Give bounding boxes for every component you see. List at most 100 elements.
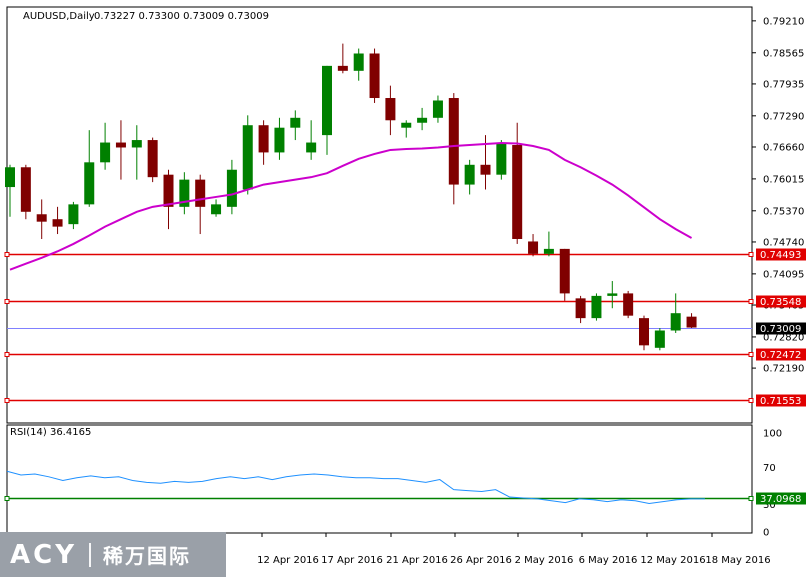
bear-candle: [559, 248, 570, 294]
bull-candle: [670, 313, 681, 331]
bear-candle: [195, 179, 206, 207]
bull-candle: [322, 65, 332, 136]
rsi-level-handle-right: [748, 496, 754, 501]
rsi-label: RSI(14) 36.4165: [10, 427, 92, 438]
bear-candle: [385, 98, 396, 121]
bull-candle: [84, 162, 95, 205]
bear-candle: [528, 241, 539, 254]
y-tick-label: 0.72190: [763, 364, 804, 375]
rsi-axis-label: 30: [763, 500, 776, 511]
bull-candle: [290, 117, 301, 128]
bear-candle: [147, 140, 158, 178]
x-tick-label: 12 May 2016: [640, 555, 705, 566]
bear-candle: [337, 65, 348, 71]
ohlc-readout: 0.73227 0.73300 0.73009 0.73009: [94, 11, 269, 22]
level-handle-left: [4, 398, 10, 403]
y-tick-label: 0.74740: [763, 237, 804, 248]
bear-candle: [163, 174, 174, 207]
bull-candle: [432, 100, 443, 118]
level-price-label: 0.74493: [760, 250, 801, 261]
level-price-tag: [756, 295, 806, 308]
brand-logo: ACY 稀万国际: [0, 532, 226, 577]
bull-candle: [417, 117, 428, 123]
bull-candle: [211, 204, 222, 215]
bull-candle: [5, 167, 15, 188]
bear-candle: [512, 145, 523, 239]
y-tick-label: 0.76660: [763, 142, 804, 153]
bull-candle: [591, 295, 602, 319]
bear-candle: [36, 214, 47, 222]
bear-candle: [52, 219, 63, 227]
bull-candle: [226, 169, 237, 207]
bull-candle: [131, 140, 142, 148]
y-tick-label: 0.74095: [763, 269, 804, 280]
level-price-label: 0.72472: [760, 350, 801, 361]
current-price-label: 0.73009: [760, 324, 801, 335]
rsi-line: [6, 470, 705, 504]
x-tick-label: 12 Apr 2016: [257, 555, 319, 566]
rsi-axis-label: 0: [763, 528, 769, 539]
logo-divider: [89, 542, 92, 567]
bear-candle: [575, 298, 586, 319]
bear-candle: [639, 318, 649, 346]
bear-candle: [448, 98, 459, 185]
x-tick-label: 2 May 2016: [515, 555, 574, 566]
bull-candle: [242, 125, 253, 190]
bull-candle: [401, 122, 412, 128]
moving-average-line: [9, 142, 693, 271]
level-handle-right: [748, 252, 754, 257]
bull-candle: [607, 293, 618, 296]
level-handle-right: [748, 398, 754, 403]
bear-candle: [258, 125, 269, 153]
y-tick-label: 0.72820: [763, 332, 804, 343]
x-tick-label: 18 May 2016: [705, 555, 770, 566]
rsi-panel: [6, 424, 753, 534]
bull-candle: [654, 330, 665, 348]
current-price-tag: [756, 322, 806, 335]
level-handle-left: [4, 299, 10, 304]
level-handle-left: [4, 252, 10, 257]
bull-candle: [179, 179, 190, 207]
level-handle-left: [4, 352, 10, 357]
rsi-level-handle-left: [4, 496, 10, 501]
rsi-level-tag: [756, 492, 806, 505]
y-tick-label: 0.77290: [763, 111, 804, 122]
level-price-tag: [756, 348, 806, 361]
bear-candle: [480, 164, 491, 175]
bear-candle: [115, 142, 126, 148]
x-tick-label: 21 Apr 2016: [386, 555, 448, 566]
bull-candle: [68, 204, 79, 225]
y-tick-label: 0.78565: [763, 48, 804, 59]
bear-candle: [369, 53, 380, 99]
bear-candle: [20, 167, 31, 212]
bull-candle: [353, 53, 364, 71]
bull-candle: [274, 127, 285, 153]
bull-candle: [543, 248, 554, 254]
bull-candle: [464, 164, 475, 185]
level-price-tag: [756, 248, 806, 261]
x-tick-label: 17 Apr 2016: [321, 555, 383, 566]
bull-candle: [496, 142, 507, 175]
logo-brand: ACY: [10, 539, 78, 570]
level-price-tag: [756, 394, 806, 407]
x-tick-label: 6 May 2016: [579, 555, 638, 566]
rsi-axis-label: 100: [763, 429, 782, 440]
bear-candle: [623, 293, 634, 316]
level-price-label: 0.73548: [760, 297, 801, 308]
y-tick-label: 0.75370: [763, 206, 804, 217]
rsi-level-label: 37.0968: [760, 494, 801, 505]
x-tick-label: 26 Apr 2016: [450, 555, 512, 566]
level-handle-right: [748, 299, 754, 304]
logo-chinese: 稀万国际: [103, 544, 192, 568]
bear-candle: [686, 316, 697, 328]
y-tick-label: 0.77935: [763, 79, 804, 90]
chart-title: AUDUSD,Daily: [23, 11, 95, 22]
y-tick-label: 0.79210: [763, 16, 804, 27]
level-handle-right: [748, 352, 754, 357]
y-tick-label: 0.76015: [763, 174, 804, 185]
bull-candle: [100, 142, 111, 163]
level-price-label: 0.71553: [760, 396, 801, 407]
bull-candle: [306, 142, 317, 153]
